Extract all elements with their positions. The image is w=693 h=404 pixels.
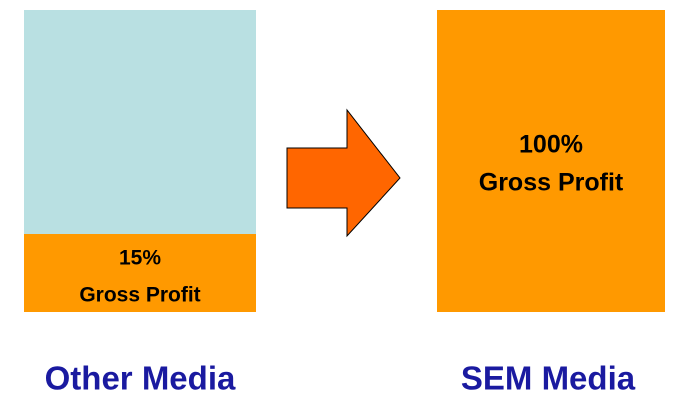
sem-label: Gross Profit — [479, 169, 624, 197]
other-percent: 15% — [119, 247, 161, 270]
sem-percent: 100% — [519, 131, 583, 159]
sem-media-profit — [437, 10, 665, 312]
other-label: Gross Profit — [79, 284, 200, 307]
other-media-remainder — [24, 10, 256, 234]
sem-caption: SEM Media — [461, 360, 636, 397]
arrow — [286, 108, 401, 238]
other-media-profit — [24, 234, 256, 312]
other-caption: Other Media — [45, 360, 236, 397]
